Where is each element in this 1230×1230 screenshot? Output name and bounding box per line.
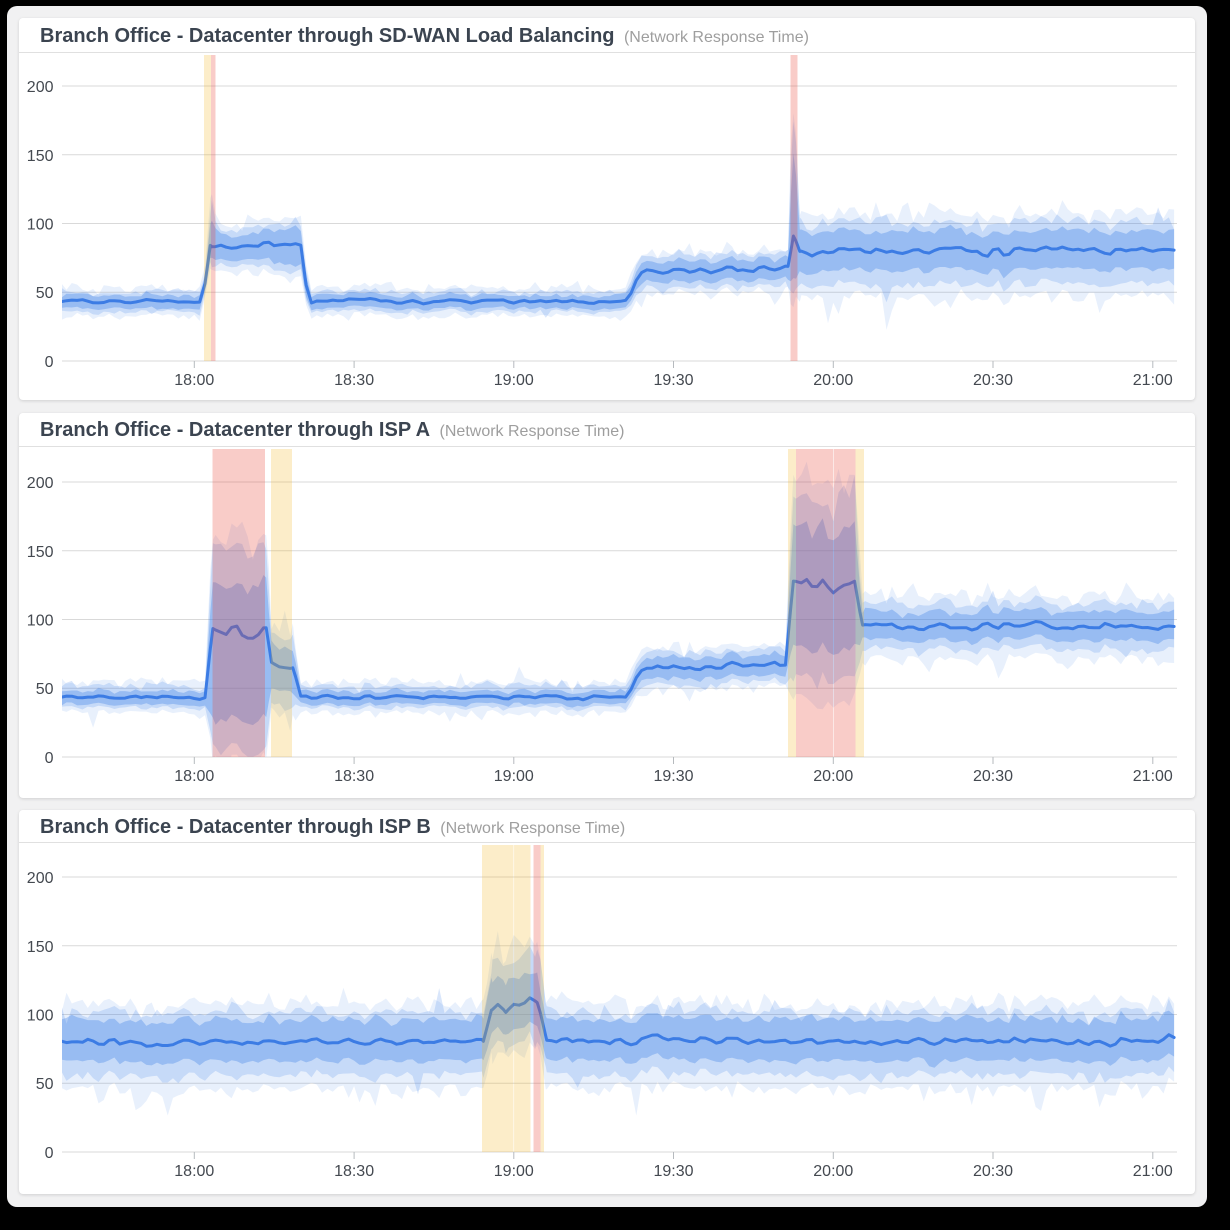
svg-text:18:30: 18:30 bbox=[334, 372, 374, 389]
svg-text:200: 200 bbox=[27, 79, 54, 96]
svg-text:0: 0 bbox=[45, 750, 54, 767]
svg-text:18:30: 18:30 bbox=[334, 768, 374, 785]
svg-text:19:30: 19:30 bbox=[653, 768, 693, 785]
svg-text:18:00: 18:00 bbox=[174, 372, 214, 389]
svg-text:20:30: 20:30 bbox=[973, 1163, 1013, 1180]
svg-text:50: 50 bbox=[36, 681, 54, 698]
svg-text:21:00: 21:00 bbox=[1133, 1163, 1173, 1180]
svg-text:100: 100 bbox=[27, 217, 54, 234]
svg-text:0: 0 bbox=[45, 354, 54, 371]
svg-text:19:00: 19:00 bbox=[494, 768, 534, 785]
svg-text:50: 50 bbox=[36, 285, 54, 302]
svg-text:19:30: 19:30 bbox=[653, 1163, 693, 1180]
svg-text:50: 50 bbox=[36, 1076, 54, 1093]
svg-text:20:30: 20:30 bbox=[973, 372, 1013, 389]
svg-text:21:00: 21:00 bbox=[1133, 372, 1173, 389]
svg-text:20:00: 20:00 bbox=[813, 372, 853, 389]
svg-text:18:00: 18:00 bbox=[174, 1163, 214, 1180]
svg-text:200: 200 bbox=[27, 475, 54, 492]
svg-text:100: 100 bbox=[27, 613, 54, 630]
svg-text:20:00: 20:00 bbox=[813, 1163, 853, 1180]
svg-text:19:30: 19:30 bbox=[653, 372, 693, 389]
svg-text:0: 0 bbox=[45, 1145, 54, 1162]
svg-text:19:00: 19:00 bbox=[494, 372, 534, 389]
svg-text:20:00: 20:00 bbox=[813, 768, 853, 785]
svg-text:20:30: 20:30 bbox=[973, 768, 1013, 785]
svg-text:100: 100 bbox=[27, 1008, 54, 1025]
svg-text:150: 150 bbox=[27, 544, 54, 561]
svg-text:200: 200 bbox=[27, 870, 54, 887]
svg-text:150: 150 bbox=[27, 148, 54, 165]
svg-text:150: 150 bbox=[27, 939, 54, 956]
svg-text:18:30: 18:30 bbox=[334, 1163, 374, 1180]
svg-text:19:00: 19:00 bbox=[494, 1163, 534, 1180]
svg-text:18:00: 18:00 bbox=[174, 768, 214, 785]
svg-text:21:00: 21:00 bbox=[1133, 768, 1173, 785]
